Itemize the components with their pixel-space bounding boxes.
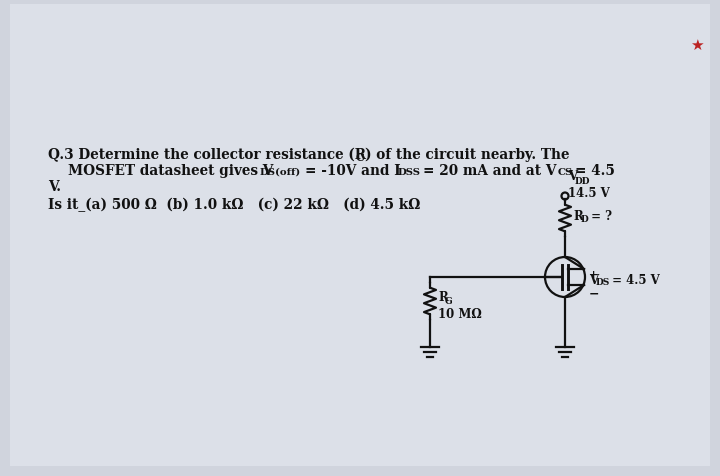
Text: Q.3 Determine the collector resistance (R: Q.3 Determine the collector resistance (… <box>48 148 366 162</box>
Text: +: + <box>589 268 598 279</box>
Text: = 4.5: = 4.5 <box>575 164 615 178</box>
Text: = 4.5 V: = 4.5 V <box>608 273 660 287</box>
Text: MOSFET datasheet gives V: MOSFET datasheet gives V <box>68 164 274 178</box>
Text: DD: DD <box>575 177 590 186</box>
Text: CS: CS <box>558 168 573 177</box>
Text: 14.5 V: 14.5 V <box>568 187 610 199</box>
Text: D: D <box>581 215 589 224</box>
Text: 10 MΩ: 10 MΩ <box>438 307 482 320</box>
Text: V.: V. <box>48 179 61 194</box>
Text: DSS: DSS <box>398 168 421 177</box>
FancyBboxPatch shape <box>10 5 710 466</box>
Text: DS(off): DS(off) <box>260 168 301 177</box>
Text: R: R <box>438 291 448 304</box>
Text: = 20 mA and at V: = 20 mA and at V <box>423 164 557 178</box>
Text: V: V <box>568 169 577 183</box>
Text: Is it_(a) 500 Ω  (b) 1.0 kΩ   (c) 22 kΩ   (d) 4.5 kΩ: Is it_(a) 500 Ω (b) 1.0 kΩ (c) 22 kΩ (d)… <box>48 198 420 212</box>
Text: G: G <box>445 297 453 306</box>
Text: −: − <box>589 288 600 300</box>
Text: V: V <box>589 273 598 287</box>
Text: = -10V and I: = -10V and I <box>305 164 400 178</box>
Text: C: C <box>356 152 365 163</box>
Text: R: R <box>573 210 582 223</box>
Text: = ?: = ? <box>587 210 612 223</box>
Text: ★: ★ <box>690 38 704 53</box>
Text: DS: DS <box>596 278 611 287</box>
Text: ) of the circuit nearby. The: ) of the circuit nearby. The <box>365 148 570 162</box>
